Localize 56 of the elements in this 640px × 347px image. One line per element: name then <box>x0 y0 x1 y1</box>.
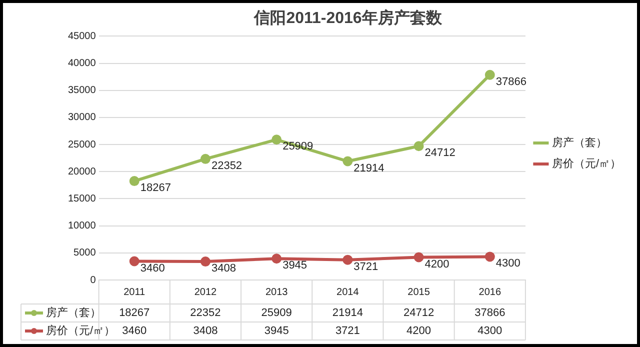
annotation: 3721 <box>354 260 378 273</box>
data-label: 25909 <box>261 307 292 320</box>
point <box>200 256 210 267</box>
data-label: 21914 <box>332 307 363 320</box>
data-label: 4200 <box>406 325 432 338</box>
annotation: 4200 <box>424 258 450 270</box>
y-tick-label: 45000 <box>68 30 96 42</box>
x-tick-label: 2015 <box>408 286 430 298</box>
annotation: 3945 <box>282 260 308 272</box>
y-tick-label: 20000 <box>68 166 96 178</box>
annotation: 37866 <box>496 76 526 88</box>
y-tick-label: 0 <box>90 274 96 286</box>
y-tick-label: 30000 <box>68 112 96 124</box>
y-tick-label: 15000 <box>68 193 96 204</box>
point <box>129 256 140 266</box>
y-tick-label: 25000 <box>68 139 96 150</box>
annotation: 3408 <box>211 262 236 275</box>
point <box>129 176 140 186</box>
data-label: 37866 <box>474 307 506 320</box>
data-label: 3945 <box>264 325 289 338</box>
annotation: 24712 <box>424 147 456 160</box>
point <box>342 156 353 166</box>
x-tick-label: 2013 <box>265 286 288 298</box>
point <box>484 252 495 262</box>
point <box>272 254 282 264</box>
y-tick-label: 40000 <box>68 58 96 70</box>
annotation: 22352 <box>211 160 242 172</box>
point <box>342 254 353 265</box>
annotation: 21914 <box>354 162 384 174</box>
text: 房价（元/㎡） <box>552 158 622 170</box>
point <box>414 141 424 152</box>
x-tick-label: 2014 <box>336 286 360 298</box>
data-label: 3408 <box>193 325 218 338</box>
point <box>414 252 424 262</box>
annotation: 3460 <box>140 262 165 274</box>
x-tick-label: 2011 <box>124 286 146 298</box>
legend-label: 房产（套） <box>552 136 607 150</box>
point <box>272 134 282 145</box>
data-label: 18267 <box>119 307 150 320</box>
point <box>200 154 210 164</box>
x-tick-label: 2016 <box>478 286 502 298</box>
data-label: 22352 <box>190 307 221 320</box>
data-label: 24712 <box>403 307 434 320</box>
data-label: 3721 <box>335 325 360 338</box>
legend-label: 房价（元/㎡） <box>46 324 116 338</box>
annotation: 18267 <box>140 182 171 194</box>
y-tick-label: 35000 <box>68 85 96 96</box>
point <box>484 70 495 80</box>
x-tick-label: 2012 <box>194 286 218 298</box>
chart-title: 信阳2011-2016年房产套数 <box>253 8 443 28</box>
y-tick-label: 5000 <box>74 248 96 259</box>
data-label: 3460 <box>122 325 147 338</box>
text: 房产（套） <box>46 307 101 320</box>
data-label: 4300 <box>478 325 502 338</box>
annotation: 4300 <box>496 258 520 270</box>
y-tick-label: 10000 <box>68 220 96 232</box>
